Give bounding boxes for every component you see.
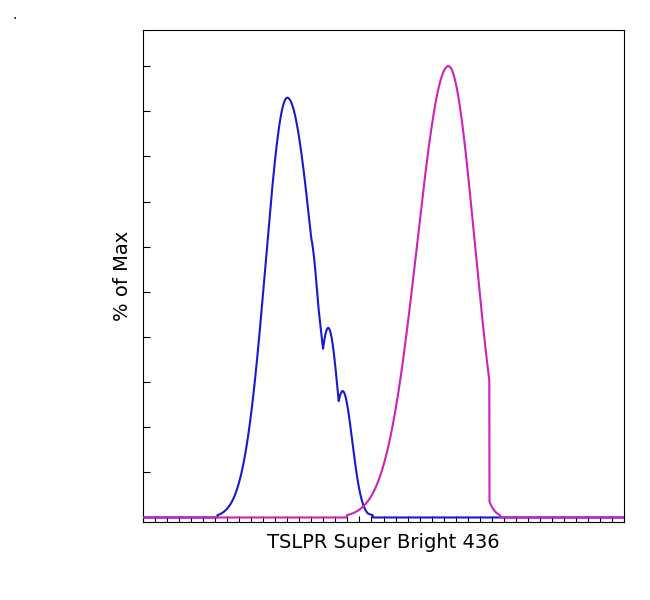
Y-axis label: % of Max: % of Max <box>113 231 132 321</box>
Text: ·: · <box>13 12 18 26</box>
X-axis label: TSLPR Super Bright 436: TSLPR Super Bright 436 <box>267 533 500 552</box>
